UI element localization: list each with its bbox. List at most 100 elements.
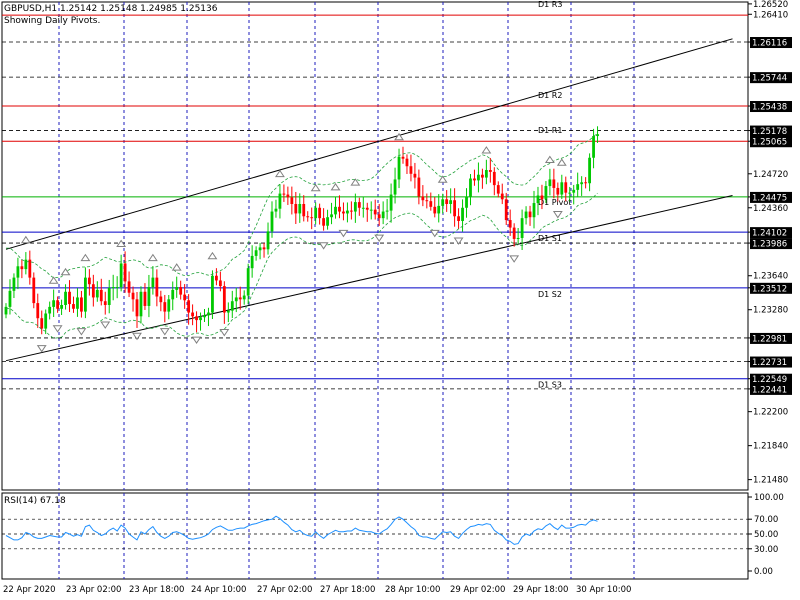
price-tick-label: 1.25065: [752, 138, 787, 148]
candle-body: [183, 294, 187, 301]
candle-body: [588, 157, 591, 184]
candle-body: [191, 312, 194, 317]
candle-body: [421, 196, 425, 201]
candle-body: [234, 297, 238, 302]
fractal-down-arrow: [132, 332, 142, 341]
fractal-up-arrow: [171, 263, 182, 271]
candle-body: [357, 202, 361, 208]
envelope-lower-line: [5, 192, 598, 339]
candle-body: [413, 173, 417, 178]
candle-body: [592, 136, 595, 158]
candle-body: [52, 300, 56, 307]
candle-body: [278, 193, 282, 209]
candle-body: [266, 231, 270, 250]
candle-body: [369, 209, 373, 211]
candle-body: [520, 218, 524, 238]
candle-body: [465, 196, 468, 208]
candle-body: [461, 207, 464, 221]
candle-body: [373, 209, 377, 215]
fractal-up-arrow: [207, 251, 218, 260]
fractal-down-arrow: [429, 229, 440, 238]
fractal-down-arrow: [453, 237, 464, 245]
candle-body: [187, 300, 191, 313]
candle-body: [334, 206, 337, 215]
price-label-box: [750, 356, 792, 368]
fractal-up-arrow: [437, 175, 448, 183]
candle-body: [72, 304, 75, 309]
candle-body: [385, 210, 389, 212]
candle-body: [572, 189, 576, 193]
candle-body: [179, 287, 183, 295]
time-axis-label: 30 Apr 10:00: [576, 585, 631, 595]
candle-body: [393, 179, 397, 195]
rsi-tick-label: 50.00: [754, 530, 778, 540]
candle-body: [238, 297, 242, 300]
pivot-label: D1 S2: [538, 290, 562, 299]
pivot-label: D1 R3: [538, 0, 562, 9]
candle-body: [437, 205, 441, 214]
candle-body: [171, 289, 175, 300]
fractal-down-arrow: [552, 211, 563, 219]
candle-body: [226, 310, 230, 313]
candle-body: [107, 288, 111, 305]
time-axis-label: 27 Apr 18:00: [320, 585, 375, 595]
candle-body: [68, 291, 71, 305]
fractal-down-arrow: [318, 242, 329, 250]
rsi-line: [5, 515, 598, 545]
price-tick-label: 1.26410: [753, 10, 788, 20]
candle-body: [349, 210, 353, 212]
candle-body: [230, 301, 234, 311]
candle-body: [199, 317, 202, 321]
rsi-title: RSI(14) 67.18: [4, 496, 66, 506]
fractal-up-arrow: [544, 155, 555, 163]
fractal-down-arrow: [338, 229, 349, 238]
candle-body: [36, 303, 40, 319]
price-label-box: [750, 282, 792, 294]
pivot-label: D1 S3: [538, 381, 562, 390]
candle-body: [481, 174, 484, 178]
candle-body: [143, 291, 147, 306]
time-axis-label: 23 Apr 02:00: [66, 585, 121, 595]
fractal-down-arrow: [374, 234, 385, 243]
candle-body: [445, 199, 449, 204]
candle-body: [123, 263, 127, 282]
candle-body: [4, 306, 8, 315]
rsi-tick-label: 30.00: [754, 545, 778, 555]
fractal-up-arrow: [147, 253, 158, 262]
candle-body: [429, 201, 433, 207]
fractal-up-arrow: [274, 169, 285, 178]
candle-body: [322, 218, 325, 226]
candle-body: [469, 178, 472, 197]
price-tick-label: 1.23986: [752, 240, 787, 250]
price-label-box: [750, 101, 792, 113]
price-label-box: [750, 191, 792, 203]
candle-body: [361, 207, 365, 209]
fractal-down-arrow: [36, 345, 47, 353]
candle-body: [99, 289, 103, 302]
candle-body: [16, 266, 20, 278]
candle-body: [163, 302, 167, 312]
candle-body: [87, 277, 91, 285]
fractal-down-arrow: [191, 336, 202, 344]
fractal-up-arrow: [310, 183, 321, 192]
price-tick-label: 1.22549: [752, 375, 787, 385]
candle-body: [512, 227, 516, 239]
price-label-box: [750, 125, 792, 137]
candle-body: [20, 266, 24, 270]
fractal-up-arrow: [116, 239, 127, 247]
price-tick-label: 1.22981: [752, 334, 787, 344]
candle-body: [8, 290, 12, 307]
candle-body: [556, 187, 560, 195]
candle-body: [131, 292, 135, 300]
candle-body: [330, 214, 333, 218]
candle-body: [496, 185, 500, 194]
candle-body: [473, 178, 476, 181]
candle-body: [326, 217, 329, 226]
candle-body: [377, 214, 381, 219]
candle-body: [477, 174, 480, 181]
candle-body: [318, 207, 322, 219]
candle-body: [584, 182, 588, 184]
candle-body: [310, 217, 314, 219]
candle-body: [12, 277, 16, 291]
candle-body: [167, 299, 171, 312]
